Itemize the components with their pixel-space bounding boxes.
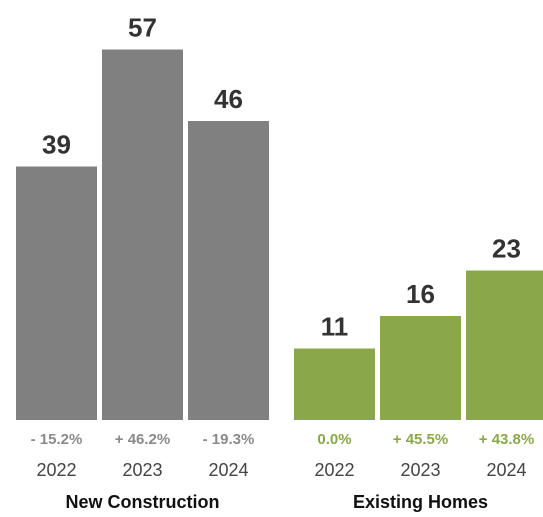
value-label-existing-homes-2022: 11 [321,312,349,342]
change-label-new-construction-2023: + 46.2% [115,431,170,448]
group-label-new-construction: New Construction [65,492,219,512]
year-tick-existing-homes-2022: 2022 [314,460,354,480]
bar-existing-homes-2024 [466,270,543,420]
value-label-existing-homes-2024: 23 [492,234,521,264]
change-label-new-construction-2022: - 15.2% [31,431,83,448]
value-label-new-construction-2023: 57 [128,13,157,43]
value-label-new-construction-2022: 39 [42,130,71,160]
year-tick-existing-homes-2024: 2024 [486,460,526,480]
change-label-existing-homes-2022: 0.0% [317,431,351,448]
year-tick-new-construction-2023: 2023 [122,460,162,480]
change-label-existing-homes-2023: + 45.5% [393,431,448,448]
change-label-new-construction-2024: - 19.3% [203,431,255,448]
bar-new-construction-2023 [102,49,183,420]
value-label-existing-homes-2023: 16 [406,279,435,309]
group-label-existing-homes: Existing Homes [353,492,488,512]
year-tick-new-construction-2024: 2024 [208,460,248,480]
bar-existing-homes-2023 [380,316,461,420]
change-label-existing-homes-2024: + 43.8% [479,431,534,448]
value-label-new-construction-2024: 46 [214,84,243,114]
bar-existing-homes-2022 [294,348,375,420]
bar-new-construction-2022 [16,166,97,420]
year-tick-existing-homes-2023: 2023 [400,460,440,480]
year-tick-new-construction-2022: 2022 [36,460,76,480]
bar-new-construction-2024 [188,121,269,420]
